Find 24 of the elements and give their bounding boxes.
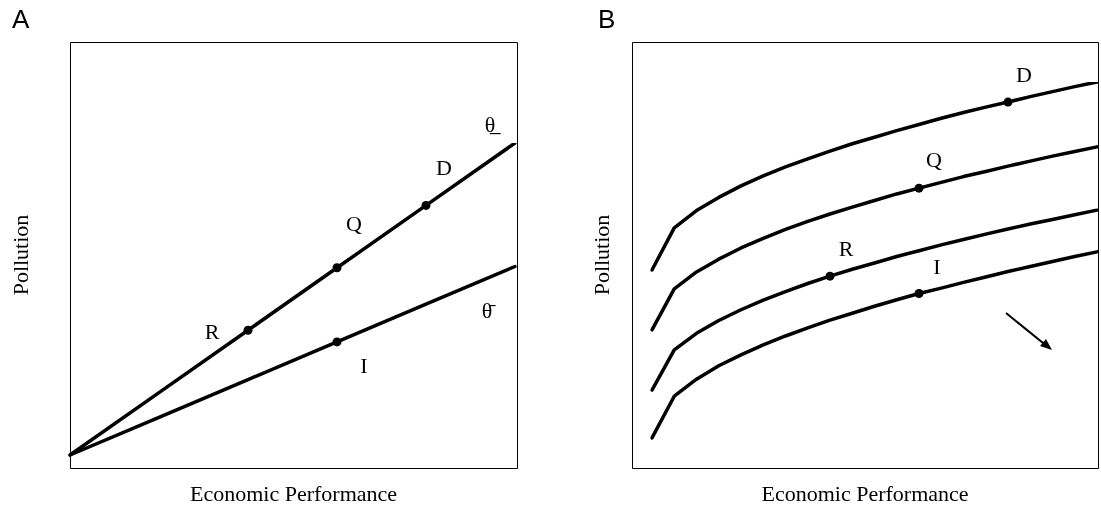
point [914, 183, 924, 193]
annotation: D [1016, 61, 1032, 87]
x-axis-title: Economic Performance [761, 480, 969, 506]
point [421, 200, 431, 210]
annotation: I [360, 352, 368, 378]
annotation: R [838, 235, 854, 261]
series-label: θ̄ [481, 298, 497, 324]
annotation: R [204, 318, 220, 344]
y-axis-title: Pollution [588, 214, 614, 296]
series-label: θ̲ [484, 111, 502, 137]
x-axis-title: Economic Performance [189, 480, 398, 506]
annotation: D [436, 155, 452, 181]
point [825, 271, 835, 281]
point [243, 325, 253, 335]
chart-title: A [12, 4, 30, 35]
point [332, 337, 342, 347]
chart-title: B [598, 4, 616, 35]
annotation: I [933, 254, 941, 280]
annotation: Q [926, 146, 943, 172]
point [332, 263, 342, 273]
y-axis-title: Pollution [7, 214, 33, 296]
point [914, 289, 924, 299]
point [1003, 97, 1013, 107]
annotation: Q [346, 210, 363, 236]
